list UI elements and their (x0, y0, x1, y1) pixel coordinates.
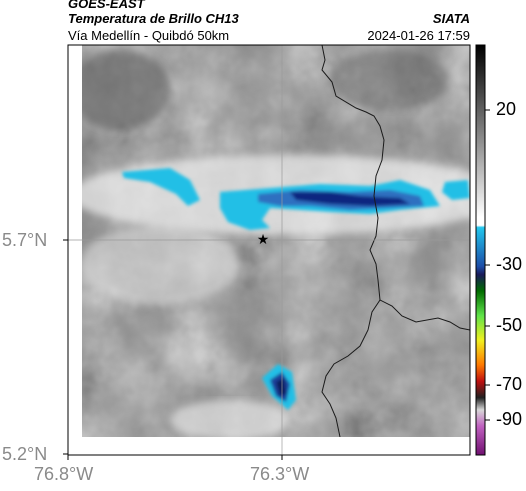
imagery-layer (82, 45, 470, 437)
region-label: Vía Medellín - Quibdó 50km (68, 28, 230, 43)
lon-label-76-8: 76.8°W (34, 464, 94, 484)
political-borders (321, 45, 470, 437)
colorbar-label-minus-30: -30 (496, 254, 523, 274)
gridlines (66, 45, 470, 455)
map-frame (67, 44, 471, 456)
colorbar-label-minus-70: -70 (496, 374, 523, 394)
lon-label-76-3: 76.3°W (250, 464, 310, 484)
colorbar-label-20: 20 (496, 99, 517, 119)
datetime-label: 2024-01-26 17:59 (367, 28, 470, 43)
cloud-band (122, 168, 470, 410)
colorbar-label-minus-90: -90 (496, 409, 523, 429)
star-icon: ★ (257, 232, 270, 248)
organization-label: SIATA (432, 11, 470, 26)
colorbar-label-minus-50: -50 (496, 315, 523, 335)
satellite-title: GOES-EAST (68, 0, 145, 11)
product-title: Temperatura de Brillo CH13 (68, 11, 239, 26)
lat-label-5-2: 5.2°N (2, 444, 48, 464)
lat-label-5-7: 5.7°N (2, 230, 48, 250)
colorbar (475, 44, 490, 456)
